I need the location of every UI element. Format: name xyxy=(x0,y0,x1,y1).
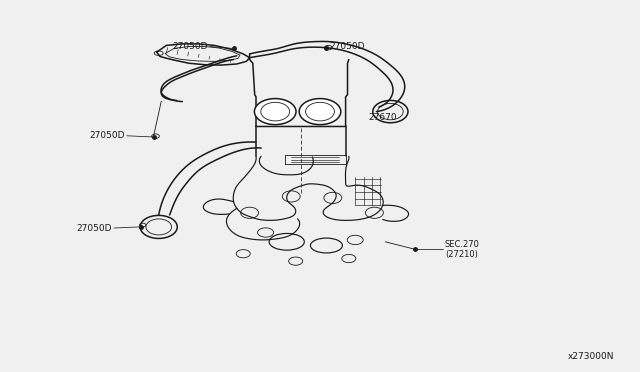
Text: 27050D: 27050D xyxy=(77,224,112,233)
Text: SEC.270
(27210): SEC.270 (27210) xyxy=(445,240,479,259)
Ellipse shape xyxy=(254,99,296,125)
Text: 27050D: 27050D xyxy=(90,131,125,140)
Text: 27670: 27670 xyxy=(368,113,397,122)
Text: 27050D: 27050D xyxy=(330,42,365,51)
Text: 27050D: 27050D xyxy=(173,42,208,51)
Text: x273000N: x273000N xyxy=(568,352,614,361)
Ellipse shape xyxy=(300,99,341,125)
